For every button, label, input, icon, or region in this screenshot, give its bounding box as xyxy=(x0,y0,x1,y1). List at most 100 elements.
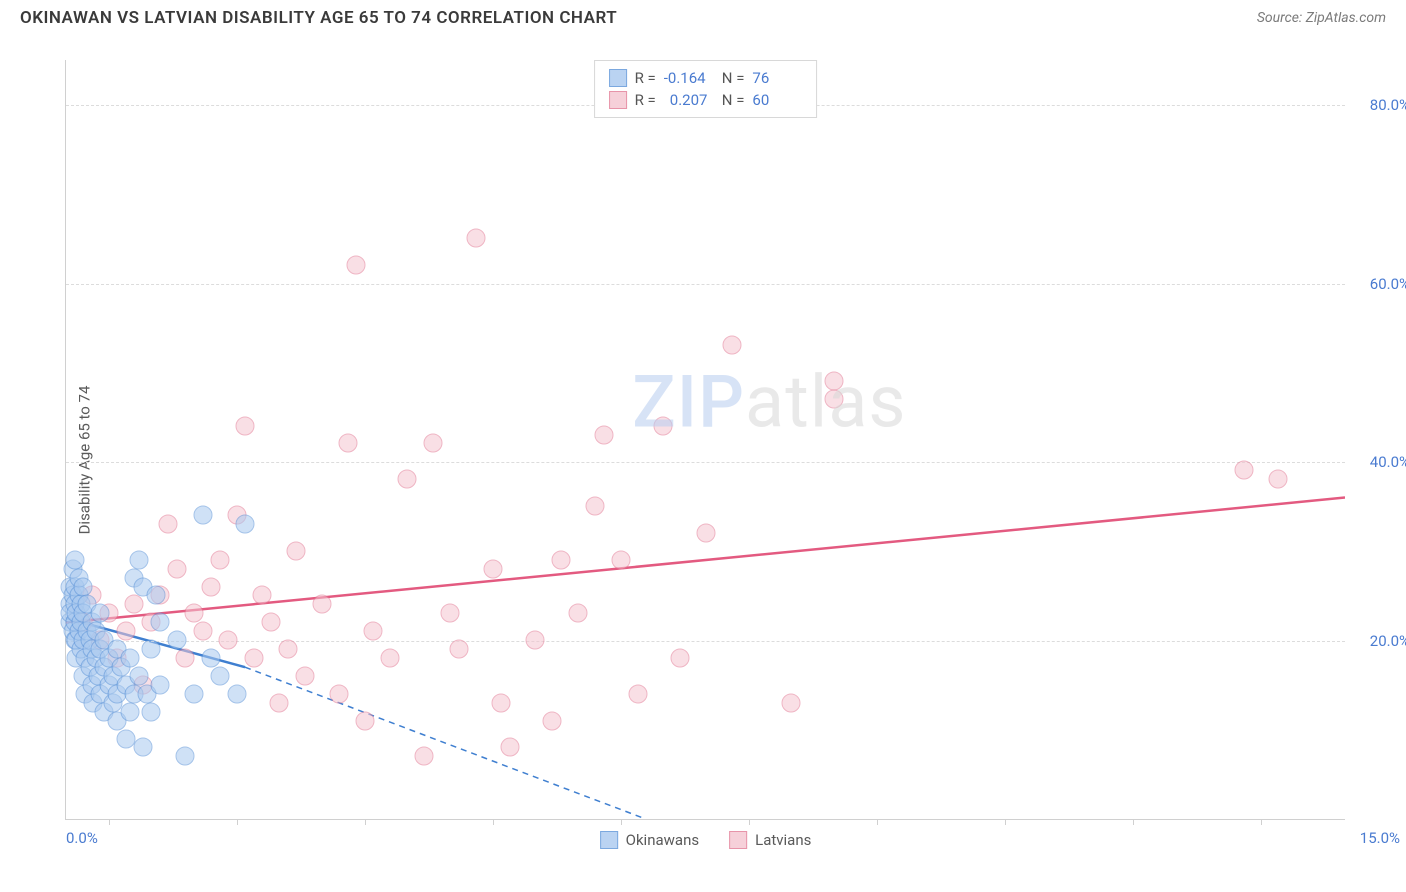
x-tick-mark xyxy=(1133,819,1134,825)
data-point-latvians xyxy=(782,693,801,712)
data-point-okinawans xyxy=(202,649,221,668)
data-point-latvians xyxy=(219,631,238,650)
data-point-latvians xyxy=(569,604,588,623)
series-legend: Okinawans Latvians xyxy=(600,831,812,849)
data-point-latvians xyxy=(125,595,144,614)
data-point-latvians xyxy=(671,649,690,668)
page-title: OKINAWAN VS LATVIAN DISABILITY AGE 65 TO… xyxy=(20,8,617,28)
data-point-latvians xyxy=(176,649,195,668)
data-point-latvians xyxy=(628,684,647,703)
data-point-latvians xyxy=(193,622,212,641)
data-point-okinawans xyxy=(185,684,204,703)
data-point-latvians xyxy=(466,228,485,247)
data-point-okinawans xyxy=(227,684,246,703)
x-tick-mark xyxy=(621,819,622,825)
data-point-okinawans xyxy=(176,747,195,766)
data-point-latvians xyxy=(244,649,263,668)
data-point-latvians xyxy=(586,497,605,516)
legend-item-latvians: Latvians xyxy=(729,831,811,849)
x-tick-mark xyxy=(1005,819,1006,825)
n-label: N = xyxy=(722,69,745,87)
r-value-latvians: 0.207 xyxy=(664,91,714,109)
data-point-okinawans xyxy=(116,729,135,748)
n-value-latvians: 60 xyxy=(752,91,802,109)
gridline xyxy=(66,641,1345,642)
correlation-legend: R = -0.164 N = 76 R = 0.207 N = 60 xyxy=(594,60,818,118)
y-tick-label: 20.0% xyxy=(1350,632,1406,650)
data-point-latvians xyxy=(825,389,844,408)
trend-line xyxy=(245,667,646,819)
data-point-latvians xyxy=(338,434,357,453)
data-point-okinawans xyxy=(129,666,148,685)
swatch-okinawans xyxy=(600,831,618,849)
data-point-latvians xyxy=(441,604,460,623)
data-point-latvians xyxy=(313,595,332,614)
x-tick-mark xyxy=(877,819,878,825)
data-point-latvians xyxy=(483,559,502,578)
data-point-latvians xyxy=(449,640,468,659)
y-tick-label: 80.0% xyxy=(1350,96,1406,114)
data-point-latvians xyxy=(116,622,135,641)
n-value-okinawans: 76 xyxy=(752,69,802,87)
watermark-zip: ZIP xyxy=(632,359,745,444)
data-point-latvians xyxy=(278,640,297,659)
data-point-latvians xyxy=(253,586,272,605)
data-point-okinawans xyxy=(167,631,186,650)
watermark: ZIPatlas xyxy=(632,359,906,444)
legend-row-okinawans: R = -0.164 N = 76 xyxy=(609,67,803,89)
data-point-latvians xyxy=(287,541,306,560)
x-axis-min: 0.0% xyxy=(66,829,98,847)
data-point-okinawans xyxy=(133,738,152,757)
data-point-latvians xyxy=(167,559,186,578)
data-point-okinawans xyxy=(146,586,165,605)
data-point-latvians xyxy=(654,416,673,435)
data-point-okinawans xyxy=(142,640,161,659)
data-point-latvians xyxy=(355,711,374,730)
r-label: R = xyxy=(635,91,656,109)
series-label-latvians: Latvians xyxy=(755,831,811,849)
data-point-latvians xyxy=(594,425,613,444)
data-point-okinawans xyxy=(210,666,229,685)
x-tick-mark xyxy=(237,819,238,825)
data-point-latvians xyxy=(210,550,229,569)
x-tick-mark xyxy=(1261,819,1262,825)
data-point-latvians xyxy=(202,577,221,596)
n-label: N = xyxy=(722,91,745,109)
data-point-latvians xyxy=(423,434,442,453)
x-tick-mark xyxy=(493,819,494,825)
data-point-latvians xyxy=(1234,461,1253,480)
series-label-okinawans: Okinawans xyxy=(626,831,699,849)
data-point-okinawans xyxy=(74,577,93,596)
data-point-latvians xyxy=(381,649,400,668)
data-point-okinawans xyxy=(142,702,161,721)
r-value-okinawans: -0.164 xyxy=(664,69,714,87)
x-tick-mark xyxy=(365,819,366,825)
data-point-latvians xyxy=(330,684,349,703)
data-point-latvians xyxy=(415,747,434,766)
data-point-latvians xyxy=(1268,470,1287,489)
data-point-latvians xyxy=(185,604,204,623)
swatch-latvians xyxy=(609,91,627,109)
x-tick-mark xyxy=(109,819,110,825)
swatch-latvians xyxy=(729,831,747,849)
data-point-okinawans xyxy=(150,675,169,694)
data-point-latvians xyxy=(347,255,366,274)
data-point-okinawans xyxy=(65,550,84,569)
data-point-latvians xyxy=(722,336,741,355)
legend-item-okinawans: Okinawans xyxy=(600,831,699,849)
data-point-latvians xyxy=(551,550,570,569)
r-label: R = xyxy=(635,69,656,87)
x-tick-mark xyxy=(749,819,750,825)
correlation-chart: Disability Age 65 to 74 ZIPatlas R = -0.… xyxy=(20,40,1386,880)
data-point-latvians xyxy=(159,514,178,533)
data-point-latvians xyxy=(295,666,314,685)
data-point-okinawans xyxy=(150,613,169,632)
data-point-latvians xyxy=(825,371,844,390)
swatch-okinawans xyxy=(609,69,627,87)
data-point-latvians xyxy=(398,470,417,489)
source-attribution: Source: ZipAtlas.com xyxy=(1257,10,1386,26)
data-point-okinawans xyxy=(236,514,255,533)
data-point-okinawans xyxy=(129,550,148,569)
gridline xyxy=(66,284,1345,285)
legend-row-latvians: R = 0.207 N = 60 xyxy=(609,89,803,111)
